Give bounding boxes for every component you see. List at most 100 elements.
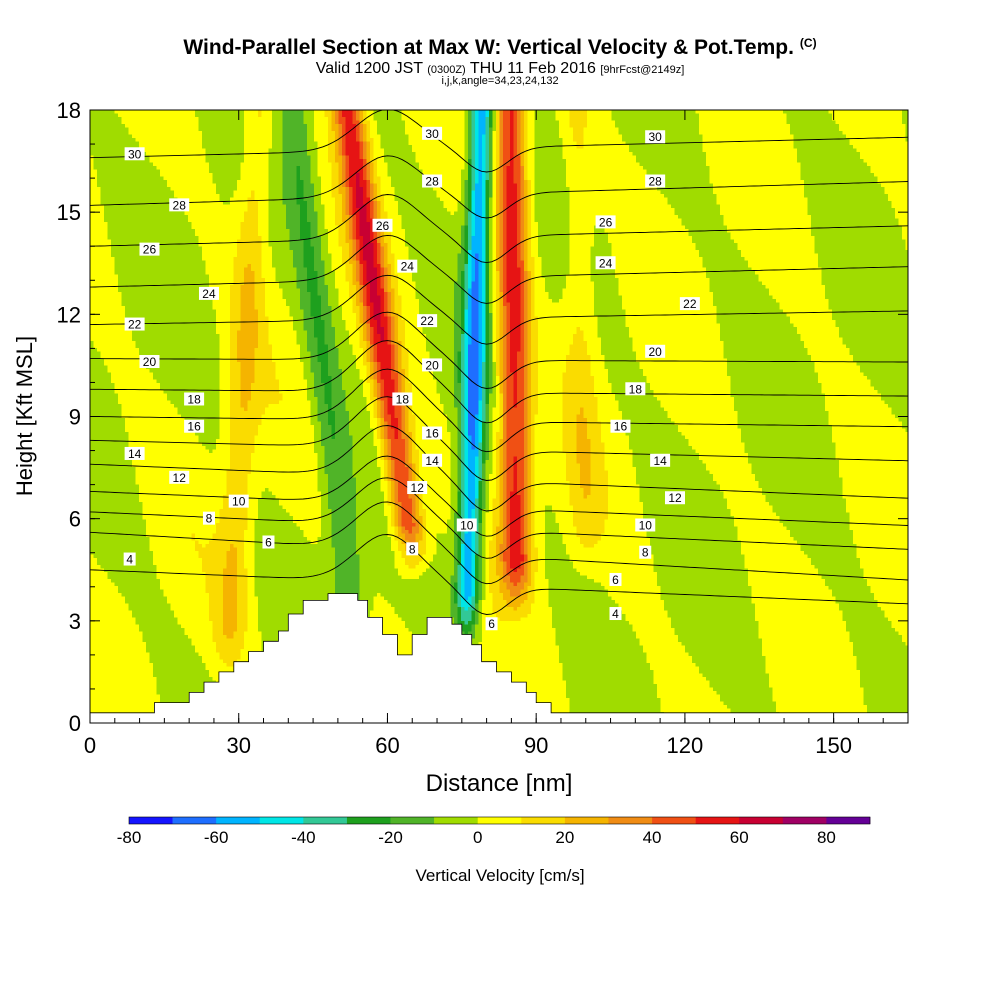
velocity-cell (185, 124, 189, 128)
velocity-cell (626, 121, 630, 125)
velocity-cell (580, 110, 584, 114)
velocity-cell (706, 117, 710, 121)
velocity-cell (209, 121, 213, 125)
velocity-cell (699, 117, 703, 121)
velocity-cell (346, 110, 350, 114)
velocity-cell (139, 114, 143, 118)
velocity-cell (199, 121, 203, 125)
velocity-cell (223, 110, 227, 114)
velocity-cell (258, 110, 262, 114)
velocity-cell (468, 114, 472, 118)
velocity-cell (545, 117, 549, 121)
velocity-cell (811, 110, 815, 114)
velocity-cell (269, 124, 273, 128)
velocity-cell (255, 117, 259, 121)
velocity-cell (850, 121, 854, 125)
velocity-cell (636, 121, 640, 125)
velocity-cell (650, 110, 654, 114)
velocity-cell (244, 114, 248, 118)
velocity-cell (290, 117, 294, 121)
velocity-cell (216, 114, 220, 118)
velocity-cell (129, 121, 133, 125)
velocity-cell (643, 121, 647, 125)
velocity-cell (171, 110, 175, 114)
velocity-cell (227, 114, 231, 118)
velocity-cell (864, 110, 868, 114)
velocity-cell (780, 114, 784, 118)
velocity-cell (598, 114, 602, 118)
velocity-cell (234, 114, 238, 118)
velocity-cell (118, 110, 122, 114)
velocity-cell (507, 117, 511, 121)
velocity-cell (377, 117, 381, 121)
velocity-cell (104, 121, 108, 125)
velocity-cell (202, 114, 206, 118)
velocity-cell (465, 110, 469, 114)
velocity-cell (489, 121, 493, 125)
velocity-cell (654, 117, 658, 121)
velocity-cell (101, 117, 105, 121)
velocity-cell (94, 117, 98, 121)
velocity-cell (136, 117, 140, 121)
velocity-cell (573, 114, 577, 118)
velocity-cell (503, 110, 507, 114)
velocity-cell (689, 114, 693, 118)
velocity-cell (192, 117, 196, 121)
velocity-cell (108, 110, 112, 114)
velocity-cell (685, 121, 689, 125)
velocity-cell (524, 121, 528, 125)
velocity-cell (181, 124, 185, 128)
velocity-cell (563, 114, 567, 118)
velocity-cell (689, 121, 693, 125)
velocity-cell (710, 114, 714, 118)
velocity-cell (223, 124, 227, 128)
velocity-cell (591, 121, 595, 125)
velocity-cell (741, 110, 745, 114)
velocity-cell (762, 121, 766, 125)
velocity-cell (797, 117, 801, 121)
velocity-cell (139, 124, 143, 128)
velocity-cell (437, 121, 441, 125)
velocity-cell (797, 110, 801, 114)
velocity-cell (678, 117, 682, 121)
velocity-cell (132, 124, 136, 128)
velocity-cell (181, 117, 185, 121)
velocity-cell (808, 121, 812, 125)
velocity-cell (465, 114, 469, 118)
velocity-cell (188, 110, 192, 114)
velocity-cell (563, 117, 567, 121)
velocity-cell (195, 114, 199, 118)
velocity-cell (216, 110, 220, 114)
velocity-cell (559, 110, 563, 114)
velocity-cell (374, 114, 378, 118)
velocity-cell (801, 114, 805, 118)
velocity-cell (731, 110, 735, 114)
velocity-cell (713, 117, 717, 121)
velocity-cell (237, 121, 241, 125)
velocity-cell (146, 114, 150, 118)
velocity-cell (570, 110, 574, 114)
velocity-cell (472, 114, 476, 118)
velocity-cell (206, 124, 210, 128)
velocity-cell (678, 110, 682, 114)
velocity-cell (251, 110, 255, 114)
velocity-cell (752, 117, 756, 121)
velocity-cell (580, 117, 584, 121)
velocity-cell (318, 124, 322, 128)
velocity-cell (283, 110, 287, 114)
velocity-cell (104, 124, 108, 128)
velocity-cell (601, 121, 605, 125)
velocity-cell (657, 121, 661, 125)
velocity-cell (178, 114, 182, 118)
velocity-cell (265, 117, 269, 121)
velocity-cell (202, 110, 206, 114)
velocity-cell (797, 114, 801, 118)
velocity-cell (290, 110, 294, 114)
velocity-cell (132, 114, 136, 118)
velocity-cell (759, 121, 763, 125)
velocity-cell (846, 114, 850, 118)
velocity-cell (160, 117, 164, 121)
velocity-cell (185, 114, 189, 118)
velocity-cell (192, 121, 196, 125)
velocity-cell (619, 121, 623, 125)
